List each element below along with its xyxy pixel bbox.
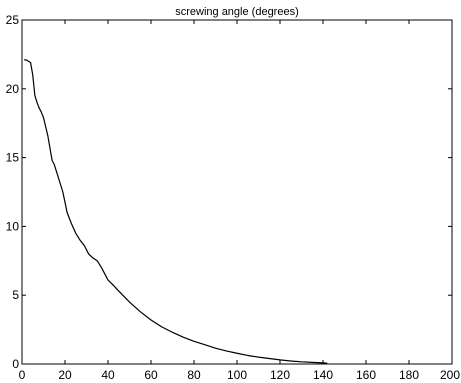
x-tick-label: 20 [58, 368, 72, 382]
x-tick-label: 140 [313, 368, 333, 382]
y-tick-label: 0 [12, 357, 19, 371]
y-tick-label: 15 [6, 151, 20, 165]
x-tick-label: 80 [187, 368, 201, 382]
y-tick-label: 25 [6, 13, 20, 27]
x-tick-label: 0 [19, 368, 26, 382]
plot-area [21, 19, 453, 365]
x-tick-label: 40 [101, 368, 115, 382]
x-tick-label: 180 [399, 368, 419, 382]
x-tick-label: 160 [356, 368, 376, 382]
y-tick-label: 20 [6, 82, 20, 96]
x-axis: 0 20 40 60 80 100 120 140 160 180 200 [19, 20, 460, 382]
series-layer [24, 59, 328, 364]
y-tick-label: 10 [6, 219, 20, 233]
chart-title: screwing angle (degrees) [175, 6, 299, 18]
series-line [24, 59, 328, 364]
y-tick-label: 5 [12, 288, 19, 302]
y-axis: 0 5 10 15 20 25 [6, 13, 452, 371]
x-tick-label: 120 [270, 368, 290, 382]
x-tick-label: 200 [440, 368, 460, 382]
x-tick-label: 100 [227, 368, 247, 382]
x-tick-label: 60 [144, 368, 158, 382]
